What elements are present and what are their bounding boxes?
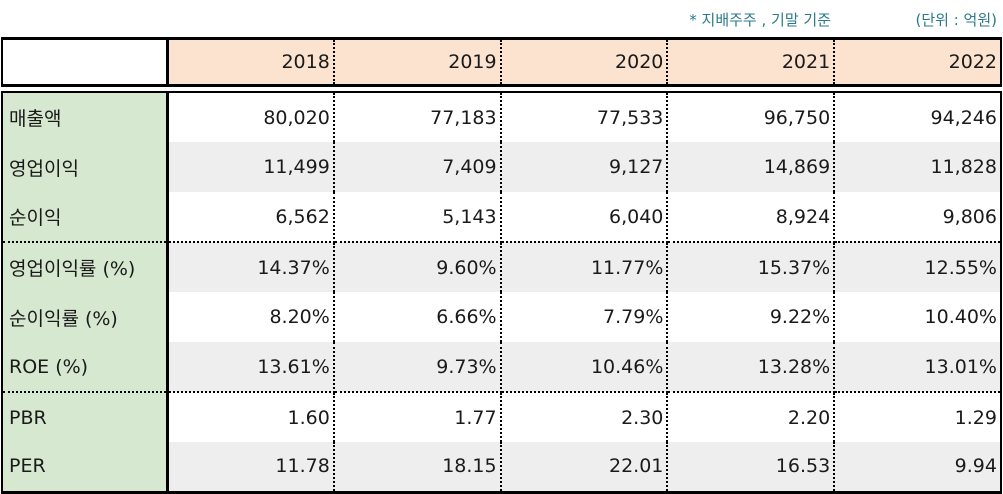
table-row: 영업이익 11,499 7,409 9,127 14,869 11,828 [1, 142, 1002, 192]
header-gap [2, 85, 1001, 93]
table-cell: 13.01% [833, 342, 1002, 393]
row-label: 영업이익률 (%) [1, 242, 169, 292]
year-header: 2022 [833, 37, 1002, 87]
table-cell: 12.55% [833, 242, 1002, 292]
table-cell: 6.66% [332, 292, 502, 342]
table-cell: 6,562 [166, 192, 335, 243]
table-cell: 5,143 [332, 192, 502, 243]
table-cell: 11,499 [166, 142, 335, 192]
year-header: 2021 [666, 37, 836, 87]
year-header: 2020 [499, 37, 669, 87]
table-row: 순이익률 (%) 8.20% 6.66% 7.79% 9.22% 10.40% [1, 292, 1002, 342]
table-cell: 1.60 [166, 392, 335, 442]
table-cell: 2.30 [499, 392, 669, 442]
table-cell: 10.40% [833, 292, 1002, 342]
row-label: PER [1, 442, 169, 494]
row-label: 순이익률 (%) [1, 292, 169, 342]
table-row: 순이익 6,562 5,143 6,040 8,924 9,806 [1, 192, 1002, 243]
table-notes: * 지배주주 , 기말 기준 (단위 : 억원) [0, 9, 1003, 31]
table-row: PBR 1.60 1.77 2.30 2.20 1.29 [1, 392, 1002, 442]
table-cell: 14.37% [166, 242, 335, 292]
year-header: 2019 [332, 37, 502, 87]
table-row: PER 11.78 18.15 22.01 16.53 9.94 [1, 442, 1002, 494]
table-cell: 9,127 [499, 142, 669, 192]
table-cell: 11,828 [833, 142, 1002, 192]
table-cell: 14,869 [666, 142, 836, 192]
table-cell: 9.60% [332, 242, 502, 292]
table-cell: 77,533 [499, 92, 669, 142]
year-header: 2018 [166, 37, 335, 87]
table-cell: 9.22% [666, 292, 836, 342]
table-cell: 96,750 [666, 92, 836, 142]
table-cell: 13.61% [166, 342, 335, 393]
table-cell: 7.79% [499, 292, 669, 342]
table-cell: 8,924 [666, 192, 836, 243]
corner-cell [1, 37, 169, 87]
table-cell: 11.78 [166, 442, 335, 494]
table-cell: 1.77 [332, 392, 502, 442]
table-row: 매출액 80,020 77,183 77,533 96,750 94,246 [1, 92, 1002, 142]
table-cell: 10.46% [499, 342, 669, 393]
table-cell: 9.94 [833, 442, 1002, 494]
table-cell: 2.20 [666, 392, 836, 442]
table-cell: 77,183 [332, 92, 502, 142]
table-cell: 7,409 [332, 142, 502, 192]
table-cell: 80,020 [166, 92, 335, 142]
basis-note: * 지배주주 , 기말 기준 [689, 11, 831, 29]
table-cell: 11.77% [499, 242, 669, 292]
table-cell: 13.28% [666, 342, 836, 393]
row-label: PBR [1, 392, 169, 442]
table-cell: 15.37% [666, 242, 836, 292]
table-cell: 6,040 [499, 192, 669, 243]
row-label: ROE (%) [1, 342, 169, 393]
table-row: ROE (%) 13.61% 9.73% 10.46% 13.28% 13.01… [1, 342, 1002, 393]
table-cell: 9,806 [833, 192, 1002, 243]
table-cell: 9.73% [332, 342, 502, 393]
row-label: 매출액 [1, 92, 169, 142]
row-label: 순이익 [1, 192, 169, 243]
row-label: 영업이익 [1, 142, 169, 192]
table-cell: 16.53 [666, 442, 836, 494]
table-cell: 94,246 [833, 92, 1002, 142]
table-cell: 18.15 [332, 442, 502, 494]
table-cell: 8.20% [166, 292, 335, 342]
table-cell: 1.29 [833, 392, 1002, 442]
table-cell: 22.01 [499, 442, 669, 494]
header-row: 2018 2019 2020 2021 2022 [1, 37, 1002, 87]
table-row: 영업이익률 (%) 14.37% 9.60% 11.77% 15.37% 12.… [1, 242, 1002, 292]
unit-note: (단위 : 억원) [915, 11, 998, 29]
financial-table: 2018 2019 2020 2021 2022 매출액 80,020 77,1… [1, 37, 1002, 494]
